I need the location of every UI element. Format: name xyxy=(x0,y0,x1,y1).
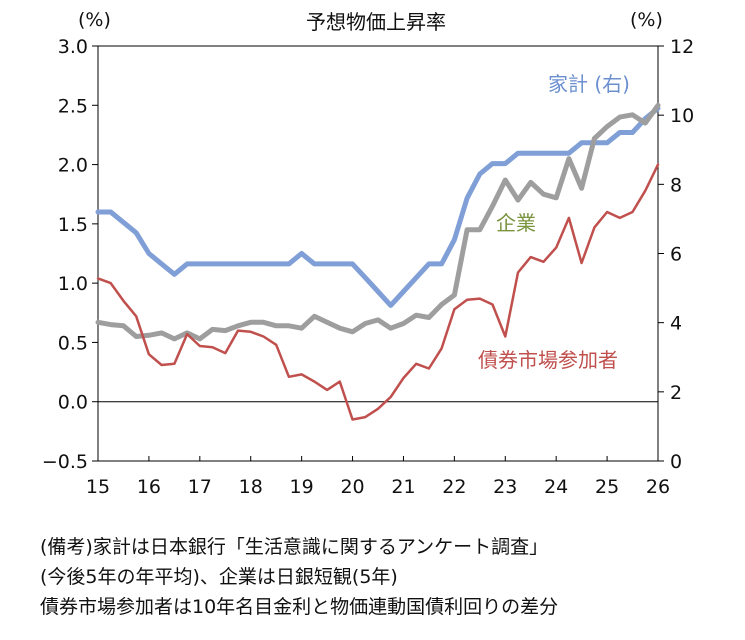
x-tick-label: 19 xyxy=(290,476,314,498)
household-series-label: 家計 (右) xyxy=(548,72,630,96)
left-axis-unit-label: (%) xyxy=(78,9,111,31)
bond-market-series-label: 債券市場参加者 xyxy=(478,348,618,372)
left-axis-ticks: 3.0 2.5 2.0 1.5 1.0 0.5 0.0 −0.5 xyxy=(42,36,98,473)
x-tick-label: 21 xyxy=(391,476,415,498)
note-line-1: (備考)家計は日本銀行「生活意識に関するアンケート調査」 xyxy=(40,536,549,558)
x-tick-label: 15 xyxy=(86,476,110,498)
left-tick-label: −0.5 xyxy=(42,451,88,473)
notes-block: (備考)家計は日本銀行「生活意識に関するアンケート調査」 (今後5年の年平均)、… xyxy=(40,532,740,622)
left-tick-label: 1.0 xyxy=(58,273,88,295)
right-tick-label: 10 xyxy=(670,105,694,127)
right-tick-label: 8 xyxy=(670,174,682,196)
note-line-3: 債券市場参加者は10年名目金利と物価連動国債利回りの差分 xyxy=(40,596,559,618)
x-tick-label: 23 xyxy=(493,476,517,498)
right-axis-unit-label: (%) xyxy=(630,9,663,31)
expected-inflation-chart: 予想物価上昇率 (%) (%) 3.0 2.5 2.0 1.5 1.0 0.5 0.0 −0.… xyxy=(42,9,694,498)
right-tick-label: 0 xyxy=(670,451,682,473)
x-tick-label: 17 xyxy=(188,476,212,498)
right-axis-ticks: 12 10 8 6 4 2 0 xyxy=(658,36,694,473)
right-tick-label: 12 xyxy=(670,36,694,58)
left-tick-label: 2.5 xyxy=(58,95,88,117)
right-tick-label: 6 xyxy=(670,244,682,266)
household-series-line xyxy=(95,105,661,308)
plot-area-border xyxy=(97,45,659,462)
left-tick-label: 0.5 xyxy=(58,332,88,354)
left-tick-label: 1.5 xyxy=(58,214,88,236)
x-tick-label: 16 xyxy=(137,476,161,498)
left-tick-label: 2.0 xyxy=(58,155,88,177)
left-tick-label: 3.0 xyxy=(58,36,88,58)
chart-title: 予想物価上昇率 xyxy=(306,10,446,34)
right-tick-label: 2 xyxy=(670,382,682,404)
x-tick-label: 22 xyxy=(442,476,466,498)
left-tick-label: 0.0 xyxy=(58,392,88,414)
series-lines xyxy=(95,102,661,421)
right-tick-label: 4 xyxy=(670,313,682,335)
plot-frame xyxy=(97,45,659,462)
x-tick-label: 24 xyxy=(544,476,568,498)
x-tick-label: 18 xyxy=(239,476,263,498)
x-axis-ticks: 15 16 17 18 19 20 21 22 23 24 25 26 xyxy=(86,456,670,498)
x-tick-label: 25 xyxy=(595,476,619,498)
note-line-2: (今後5年の年平均)、企業は日銀短観(5年) xyxy=(40,566,398,588)
x-tick-label: 20 xyxy=(340,476,364,498)
x-tick-label: 26 xyxy=(646,476,670,498)
bond-market-series-line xyxy=(96,163,660,421)
firm-series-label: 企業 xyxy=(496,211,536,235)
firm-series-line xyxy=(95,102,661,342)
